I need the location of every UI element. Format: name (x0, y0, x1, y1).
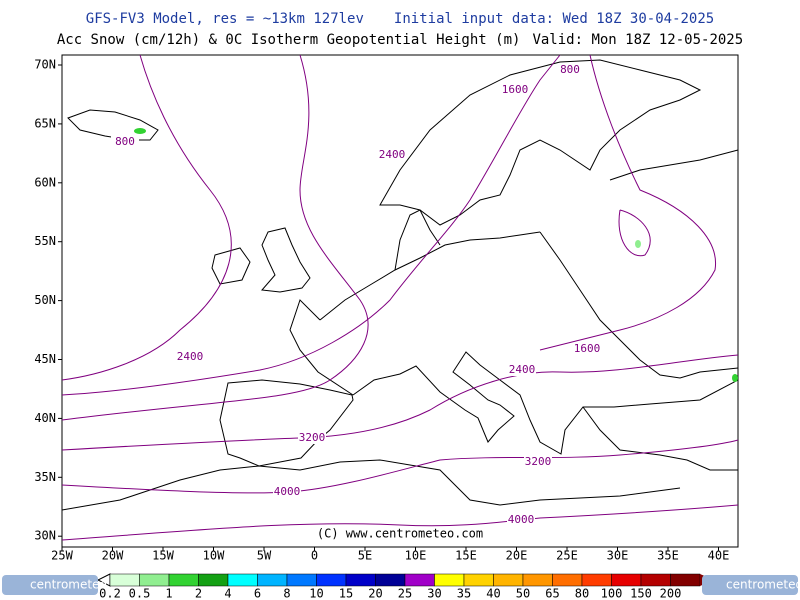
lon-label: 20W (102, 549, 124, 563)
legend-label: 1 (165, 587, 172, 600)
lon-label: 15E (455, 549, 477, 563)
lat-label: 65N (34, 116, 56, 130)
legend-label: 150 (630, 587, 652, 600)
legend-label: 100 (601, 587, 623, 600)
contour-label-bg (573, 343, 601, 355)
logo-box (2, 575, 98, 595)
lon-label: 25E (556, 549, 578, 563)
title-line: GFS-FV3 Model, res = ~13km 127lev Initial… (86, 11, 714, 27)
legend-label: 2 (195, 587, 202, 600)
lon-label: 10W (203, 549, 225, 563)
legend-swatch (257, 573, 288, 587)
legend-label: 15 (339, 587, 353, 600)
legend-swatch (168, 573, 199, 587)
contour-label: 2400 (177, 350, 204, 363)
legend-label: 35 (457, 587, 471, 600)
legend-label: 25 (398, 587, 412, 600)
contour-label: 1600 (574, 342, 601, 355)
legend-swatch (109, 573, 140, 587)
lon-label: 40E (708, 549, 730, 563)
legend-label: 0.2 (99, 587, 121, 600)
lon-label: 10E (405, 549, 427, 563)
legend-label: 80 (575, 587, 589, 600)
legend-swatch (640, 573, 671, 587)
lon-label: 5E (358, 549, 372, 563)
contour-label-bg (524, 456, 552, 468)
contour-label-bg (378, 149, 406, 161)
lon-label: 5W (257, 549, 272, 563)
subtitle-line: Acc Snow (cm/12h) & 0C Isotherm Geopoten… (57, 32, 743, 48)
legend-label: 0.5 (129, 587, 151, 600)
lat-label: 35N (34, 470, 56, 484)
contour-label: 2400 (509, 363, 536, 376)
legend-swatch (522, 573, 553, 587)
legend-swatch (316, 573, 347, 587)
legend-swatch (139, 573, 170, 587)
contour-label: 3200 (299, 431, 326, 444)
contour-label: 800 (115, 135, 135, 148)
coastlines (61, 59, 739, 511)
legend-swatch (670, 573, 701, 587)
lat-label: 40N (34, 411, 56, 425)
legend-swatch (404, 573, 435, 587)
legend-label: 4 (224, 587, 231, 600)
lat-label: 55N (34, 234, 56, 248)
contour-label: 3200 (525, 455, 552, 468)
contour-label-bg (176, 351, 204, 363)
legend-label: 6 (254, 587, 261, 600)
copyright: (C) www.centrometeo.com (317, 527, 483, 541)
legend-label: 65 (545, 587, 559, 600)
lat-label: 30N (34, 529, 56, 543)
contour-label: 4000 (508, 513, 535, 526)
legend-label: 20 (368, 587, 382, 600)
legend-swatch (345, 573, 376, 587)
contour-label-bg (111, 136, 139, 148)
logo: centrometeo (30, 578, 107, 592)
legend-swatch (581, 573, 612, 587)
legend-swatch (434, 573, 465, 587)
map-frame (61, 54, 739, 548)
contour-label: 800 (560, 63, 580, 76)
legend-swatch (227, 573, 258, 587)
lon-label: 20E (506, 549, 528, 563)
lon-label: 30E (607, 549, 629, 563)
lat-label: 45N (34, 352, 56, 366)
lon-label: 35E (657, 549, 679, 563)
contour-label-bg (507, 514, 535, 526)
legend-label: 50 (516, 587, 530, 600)
legend-swatch (286, 573, 317, 587)
legend-swatch (463, 573, 494, 587)
lat-label: 50N (34, 293, 56, 307)
legend-swatch (375, 573, 406, 587)
contour-label-bg (556, 64, 584, 76)
snow-spots (134, 128, 738, 382)
contour-label: 2400 (379, 148, 406, 161)
lat-label: 60N (34, 175, 56, 189)
contour-label: 4000 (274, 485, 301, 498)
contour-label-bg (508, 364, 536, 376)
legend-swatch (552, 573, 583, 587)
contour-label: 1600 (502, 83, 529, 96)
contour-label-bg (298, 432, 326, 444)
legend-label: 10 (309, 587, 323, 600)
contour-label-bg (501, 84, 529, 96)
legend-swatch (198, 573, 229, 587)
legend-label: 200 (660, 587, 682, 600)
lon-label: 25W (51, 549, 73, 563)
lon-label: 15W (152, 549, 174, 563)
logo: centrometeo (726, 578, 800, 592)
legend-label: 30 (427, 587, 441, 600)
legend-label: 40 (486, 587, 500, 600)
legend-swatch (493, 573, 524, 587)
lat-label: 70N (34, 58, 56, 72)
isotherm-contours (61, 54, 739, 541)
legend-swatch (611, 573, 642, 587)
legend-label: 8 (283, 587, 290, 600)
logo-box (702, 575, 798, 595)
contour-label-bg (273, 486, 301, 498)
lon-label: 0 (311, 549, 318, 563)
